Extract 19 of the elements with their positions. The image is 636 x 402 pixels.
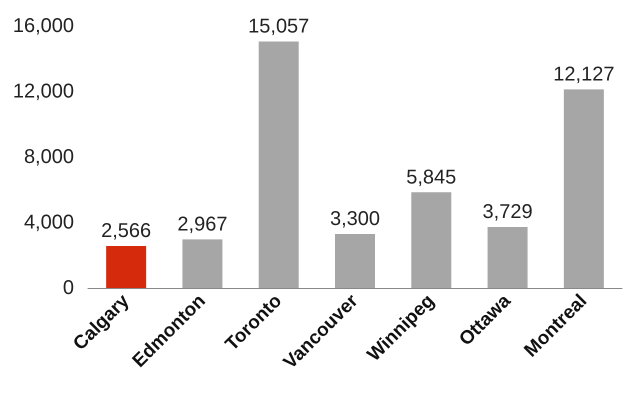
bar [182,239,222,288]
bar [488,226,528,288]
y-tick-label: 4,000 [24,212,74,234]
data-label: 2,566 [101,220,152,242]
bar [335,234,375,288]
data-label: 12,127 [553,63,614,86]
y-tick-label: 0 [62,277,74,299]
data-label: 15,057 [248,15,310,38]
data-label: 3,300 [330,208,380,230]
data-label: 2,967 [177,213,228,236]
bar [564,89,604,288]
bar [411,192,452,288]
bar [106,246,146,288]
data-label: 5,845 [406,166,456,188]
bar [258,41,299,288]
data-label: 3,729 [482,200,533,223]
y-tick-label: 12,000 [12,80,74,102]
y-tick-label: 8,000 [24,146,74,168]
y-tick-label: 16,000 [12,15,74,37]
